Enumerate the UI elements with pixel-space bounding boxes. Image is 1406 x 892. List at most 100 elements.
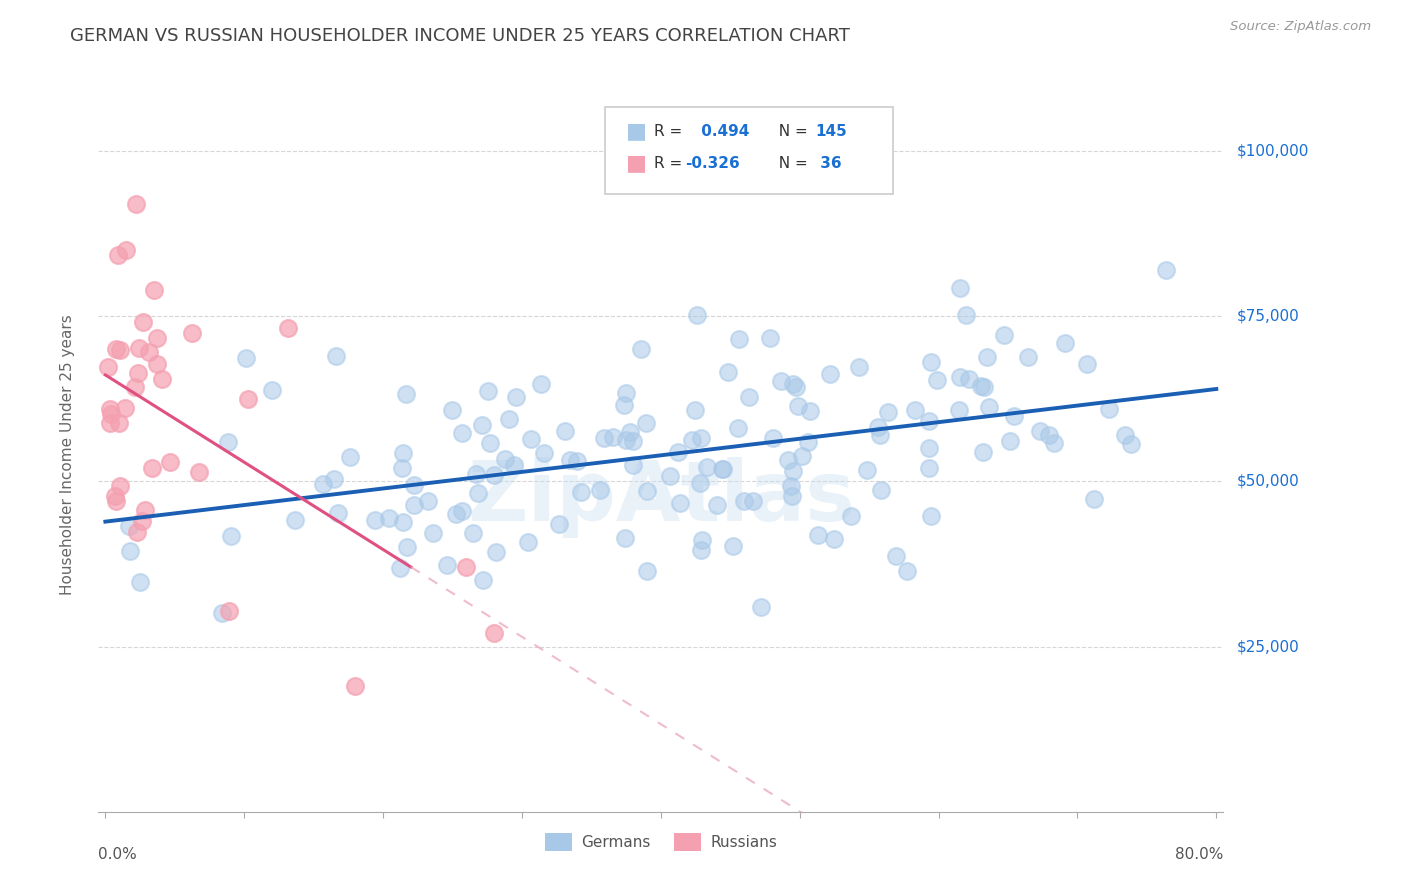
Point	[124, 380, 146, 394]
Point	[868, 419, 890, 434]
Point	[465, 467, 488, 481]
Point	[785, 380, 807, 394]
Text: ■: ■	[626, 153, 647, 173]
Point	[1083, 492, 1105, 507]
Point	[1017, 350, 1039, 364]
Point	[104, 489, 127, 503]
Point	[727, 421, 749, 435]
Point	[614, 433, 637, 447]
Text: 0.494: 0.494	[696, 124, 749, 138]
Point	[1114, 427, 1136, 442]
Point	[614, 385, 637, 400]
Point	[1076, 357, 1098, 371]
Point	[904, 403, 927, 417]
Point	[100, 407, 122, 421]
Point	[839, 509, 862, 524]
Point	[993, 327, 1015, 342]
Point	[896, 564, 918, 578]
Text: -0.326: -0.326	[685, 156, 740, 170]
Point	[918, 414, 941, 428]
Point	[636, 483, 658, 498]
Text: 36: 36	[815, 156, 842, 170]
Text: $100,000: $100,000	[1237, 144, 1309, 159]
Point	[619, 425, 641, 440]
Point	[721, 539, 744, 553]
Point	[593, 431, 616, 445]
Point	[505, 390, 527, 404]
Point	[118, 519, 141, 533]
Point	[115, 243, 138, 257]
Point	[98, 402, 121, 417]
Point	[477, 384, 499, 398]
Text: $25,000: $25,000	[1237, 639, 1301, 654]
Point	[134, 503, 156, 517]
Point	[478, 436, 501, 450]
Point	[733, 493, 755, 508]
Point	[613, 531, 636, 545]
Point	[1154, 263, 1177, 277]
Point	[141, 461, 163, 475]
Point	[131, 514, 153, 528]
Point	[107, 248, 129, 262]
Text: Source: ZipAtlas.com: Source: ZipAtlas.com	[1230, 20, 1371, 33]
Point	[548, 516, 571, 531]
Point	[1043, 436, 1066, 450]
Text: ZipAtlas: ZipAtlas	[467, 458, 855, 538]
Point	[472, 574, 495, 588]
Point	[949, 281, 972, 295]
Point	[416, 494, 439, 508]
Point	[344, 679, 367, 693]
Point	[520, 432, 543, 446]
Point	[807, 527, 830, 541]
Point	[444, 507, 467, 521]
Point	[150, 372, 173, 386]
Point	[636, 565, 658, 579]
Point	[378, 511, 401, 525]
Point	[782, 489, 804, 503]
Point	[118, 544, 141, 558]
Point	[686, 308, 709, 322]
Point	[451, 425, 474, 440]
Point	[630, 342, 652, 356]
Point	[484, 545, 506, 559]
Point	[422, 526, 444, 541]
Point	[467, 486, 489, 500]
Point	[925, 373, 948, 387]
Point	[482, 626, 505, 640]
Point	[404, 498, 426, 512]
Point	[820, 367, 842, 381]
Point	[823, 533, 845, 547]
Point	[98, 417, 121, 431]
Text: 0.0%: 0.0%	[98, 847, 138, 863]
Point	[391, 461, 413, 475]
Y-axis label: Householder Income Under 25 years: Householder Income Under 25 years	[60, 315, 75, 595]
Point	[780, 479, 803, 493]
Point	[558, 453, 581, 467]
Point	[569, 485, 592, 500]
Point	[621, 458, 644, 472]
Point	[706, 498, 728, 512]
Point	[758, 331, 780, 345]
Point	[187, 465, 209, 479]
Point	[482, 467, 505, 482]
Point	[918, 441, 941, 455]
Point	[454, 560, 477, 574]
Point	[219, 528, 242, 542]
Point	[441, 402, 464, 417]
Point	[689, 543, 711, 558]
Text: R =: R =	[654, 156, 688, 170]
Point	[530, 376, 553, 391]
Point	[128, 575, 150, 590]
Text: ■: ■	[626, 121, 647, 141]
Point	[972, 445, 994, 459]
Point	[658, 468, 681, 483]
Point	[668, 445, 690, 459]
Text: $75,000: $75,000	[1237, 309, 1301, 324]
Point	[217, 434, 239, 449]
Point	[145, 357, 167, 371]
Point	[494, 452, 516, 467]
Point	[970, 379, 993, 393]
Text: 145: 145	[815, 124, 848, 138]
Point	[681, 434, 703, 448]
Point	[128, 341, 150, 355]
